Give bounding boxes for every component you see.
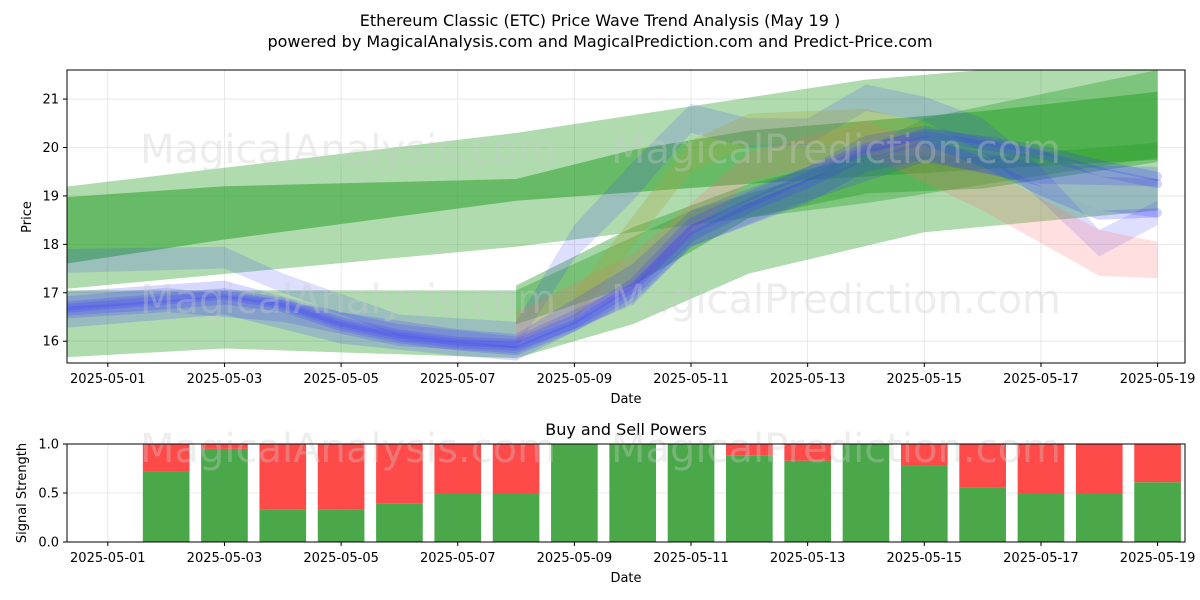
- signal-chart-title: Buy and Sell Powers: [545, 420, 707, 439]
- sell-bar: [1017, 444, 1065, 493]
- price-wave-line: [67, 128, 1163, 351]
- x-tick-label: 2025-05-11: [653, 551, 729, 566]
- price-chart-y-ticks: 16 17 18 19 20 21: [42, 93, 67, 350]
- buy-bar: [1075, 493, 1123, 542]
- price-wave-lines: [67, 128, 1163, 356]
- sell-bar: [201, 444, 248, 449]
- price-band-red: [516, 120, 1158, 344]
- price-chart-x-ticks: 2025-05-01 2025-05-03 2025-05-05 2025-05-07…: [70, 363, 1195, 387]
- signal-chart: Buy and Sell Powers MagicalAnalysis.com …: [15, 420, 1195, 586]
- y-tick-label: 17: [42, 286, 59, 301]
- sell-bar: [142, 444, 190, 472]
- watermark: MagicalPrediction.com: [611, 277, 1061, 323]
- sell-bar: [726, 444, 773, 456]
- figure-title: Ethereum Classic (ETC) Price Wave Trend …: [360, 11, 840, 30]
- x-tick-label: 2025-05-01: [70, 372, 146, 387]
- sell-bar: [784, 444, 831, 461]
- price-band-green: [67, 91, 1158, 264]
- buy-bar: [609, 444, 657, 542]
- x-tick-label: 2025-05-05: [303, 372, 379, 387]
- y-tick-label: 18: [42, 238, 59, 253]
- watermark: MagicalAnalysis.com: [140, 426, 556, 472]
- buy-bar: [201, 448, 248, 542]
- watermark-group-bottom: MagicalAnalysis.com MagicalPrediction.co…: [140, 426, 1061, 472]
- x-tick-label: 2025-05-11: [653, 372, 729, 387]
- buy-bar: [551, 444, 598, 542]
- buy-bar: [1017, 493, 1065, 542]
- x-tick-label: 2025-05-03: [187, 551, 263, 566]
- price-band-green: [516, 142, 1158, 325]
- watermark: MagicalAnalysis.com: [140, 277, 556, 323]
- sell-bar: [434, 444, 482, 493]
- y-tick-label: 0.0: [38, 536, 59, 551]
- buy-bar: [1134, 482, 1181, 542]
- x-tick-label: 2025-05-09: [537, 372, 613, 387]
- price-chart: MagicalAnalysis.com MagicalPrediction.co…: [20, 69, 1195, 407]
- buy-bar: [726, 455, 773, 542]
- signal-chart-y-ticks: 0.0 0.5 1.0: [38, 438, 67, 551]
- signal-chart-x-label: Date: [610, 571, 641, 586]
- buy-bar: [667, 444, 715, 542]
- x-tick-label: 2025-05-07: [420, 551, 496, 566]
- price-wave-line: [67, 135, 1163, 356]
- sell-bar: [959, 444, 1006, 488]
- sell-bar: [259, 444, 307, 510]
- price-wave-line: [67, 130, 1163, 349]
- watermark: MagicalPrediction.com: [611, 426, 1061, 472]
- buy-bar: [434, 493, 482, 542]
- x-tick-label: 2025-05-15: [887, 372, 963, 387]
- x-tick-label: 2025-05-15: [887, 551, 963, 566]
- signal-chart-x-ticks: 2025-05-01 2025-05-03 2025-05-05 2025-05-07…: [70, 542, 1195, 566]
- buy-bar: [900, 465, 948, 542]
- buy-bar: [784, 460, 831, 542]
- sell-bar: [1134, 444, 1181, 483]
- price-chart-y-label: Price: [20, 201, 35, 233]
- x-tick-label: 2025-05-07: [420, 372, 496, 387]
- buy-bar: [376, 503, 423, 542]
- buy-bar: [259, 509, 307, 542]
- x-tick-label: 2025-05-19: [1120, 372, 1196, 387]
- y-tick-label: 19: [42, 189, 59, 204]
- watermark: MagicalAnalysis.com: [140, 127, 556, 173]
- sell-bar: [900, 444, 948, 466]
- y-tick-label: 0.5: [38, 487, 59, 502]
- x-tick-label: 2025-05-03: [187, 372, 263, 387]
- price-band-blue: [67, 140, 1158, 354]
- price-chart-frame: [66, 69, 1186, 364]
- buy-bar: [842, 444, 890, 542]
- sell-bar: [376, 444, 423, 504]
- y-tick-label: 21: [42, 93, 59, 108]
- price-band-olive: [574, 108, 925, 322]
- signal-bars: [142, 444, 1181, 542]
- x-tick-label: 2025-05-19: [1120, 551, 1196, 566]
- figure-subtitle: powered by MagicalAnalysis.com and Magic…: [267, 32, 932, 51]
- y-tick-label: 20: [42, 141, 59, 156]
- buy-bar: [317, 509, 365, 542]
- y-tick-label: 1.0: [38, 438, 59, 453]
- x-tick-label: 2025-05-13: [770, 551, 846, 566]
- sell-bar: [317, 444, 365, 510]
- y-tick-label: 16: [42, 335, 59, 350]
- x-tick-label: 2025-05-13: [770, 372, 846, 387]
- x-tick-label: 2025-05-17: [1003, 551, 1079, 566]
- x-tick-label: 2025-05-05: [303, 551, 379, 566]
- x-tick-label: 2025-05-17: [1003, 372, 1079, 387]
- buy-bar: [959, 487, 1006, 542]
- price-band-blue: [67, 84, 1158, 349]
- watermark-group-top: MagicalAnalysis.com MagicalPrediction.co…: [140, 127, 1061, 323]
- buy-bar: [142, 471, 190, 542]
- price-bands: [67, 70, 1158, 361]
- sell-bar: [492, 444, 540, 493]
- signal-chart-y-label: Signal Strength: [15, 443, 30, 543]
- x-tick-label: 2025-05-01: [70, 551, 146, 566]
- buy-bar: [492, 493, 540, 542]
- sell-bar: [1075, 444, 1123, 493]
- watermark: MagicalPrediction.com: [611, 127, 1061, 173]
- price-chart-x-label: Date: [610, 392, 641, 407]
- x-tick-label: 2025-05-09: [537, 551, 613, 566]
